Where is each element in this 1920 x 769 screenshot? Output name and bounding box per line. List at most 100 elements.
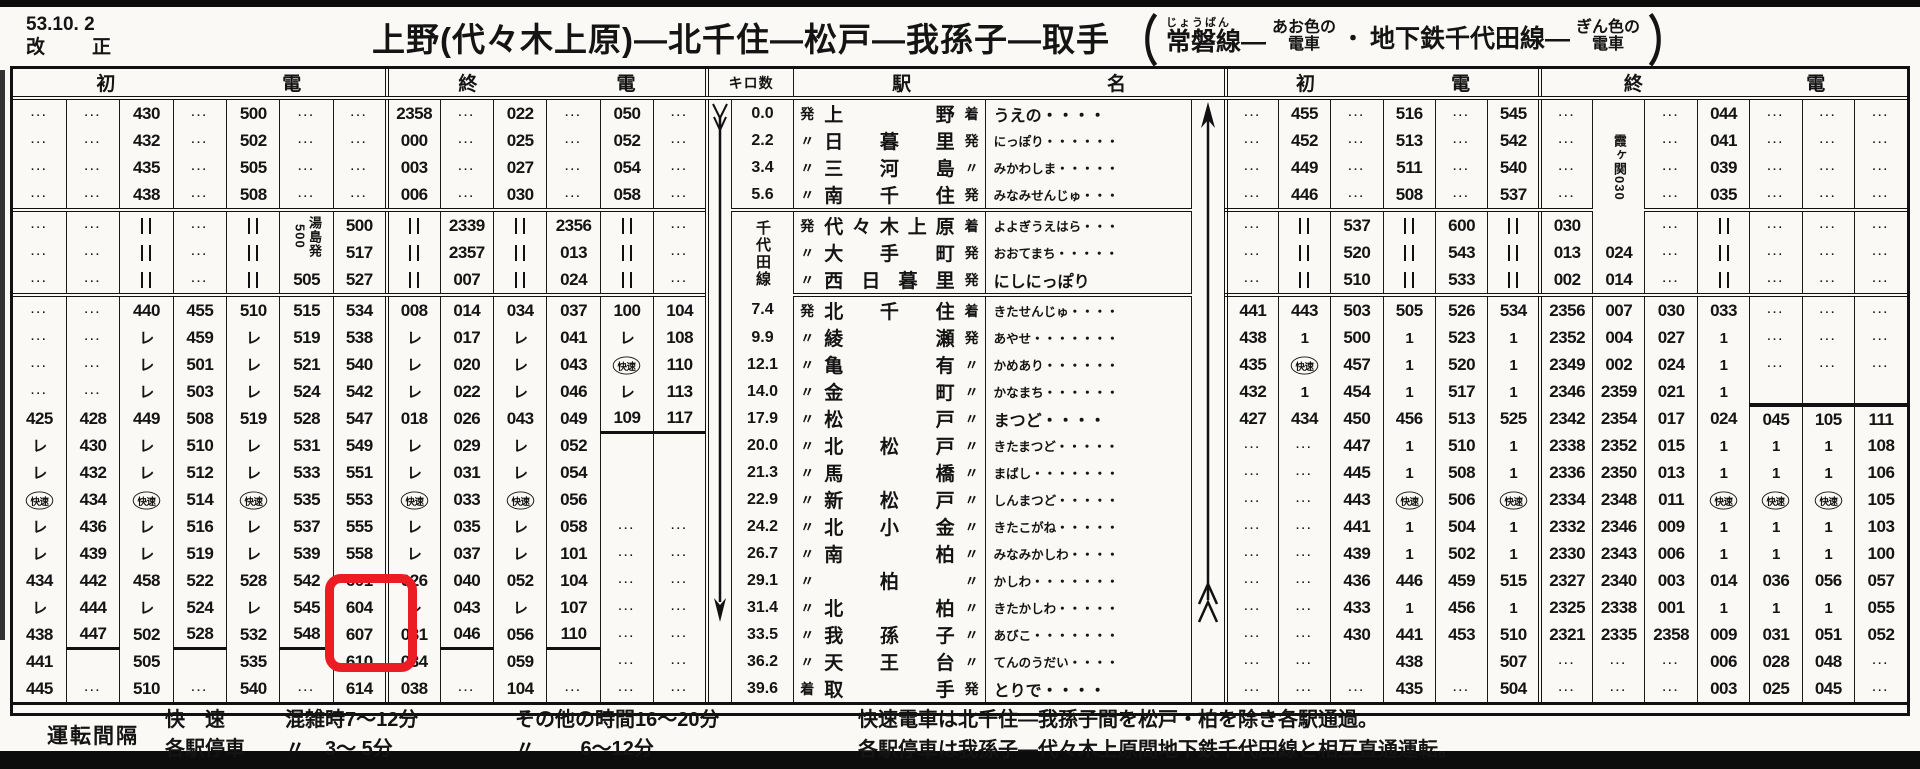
time-cell: ··· [172,266,227,297]
no-service-dots-icon: ··· [30,221,48,234]
time-cell: 555 [332,513,387,540]
time-cell: 011 [1644,486,1698,513]
time-cell [546,648,601,675]
time-cell: 442 [65,567,120,594]
time-cell [65,648,120,675]
time-cell: 1 [1382,540,1436,567]
time-cell: ··· [1223,181,1279,212]
no-service-dots-icon: ··· [618,603,636,616]
scan-top-bar [0,0,1920,7]
km-cell: 24.2 [730,513,794,540]
time-cell: 024 [1592,239,1645,266]
time-cell: 043 [439,594,494,621]
time-cell: ··· [13,324,66,351]
time-cell: ··· [1801,154,1855,181]
no-service-dots-icon: ··· [30,387,48,400]
time-cell: 439 [1330,540,1384,567]
time-cell: ··· [1644,127,1698,154]
other-line-bars-icon [1299,272,1310,289]
time-cell: 1 [1277,378,1331,405]
time-cell: ··· [1277,540,1331,567]
time-cell: ··· [279,98,334,127]
time-cell: ··· [172,98,227,127]
time-cell: 502 [1434,540,1488,567]
time-cell: ··· [1749,324,1803,351]
no-service-dots-icon: ··· [191,221,209,234]
time-cell: ··· [1801,239,1855,266]
time-cell: レ [226,513,280,540]
service-remarks: 快速電車は北千住—我孫子間を松戸・柏を除き各駅通過。 各駅停車は我孫子—代々木上… [858,705,1458,765]
time-cell: ··· [279,154,334,181]
time-cell: ··· [599,675,654,702]
time-cell: 快速 [1277,351,1331,378]
time-cell: ··· [1277,594,1331,621]
pass-mark: 1 [1509,356,1518,374]
time-cell: ··· [13,239,66,266]
no-service-dots-icon: ··· [1872,221,1890,234]
time-cell: 046 [439,621,494,650]
time-cell: 014 [1696,567,1750,594]
time-cell: 025 [493,127,547,154]
other-line-bars-icon [141,272,152,289]
pass-mark: 1 [1771,545,1780,563]
km-cell: 33.5 [730,621,794,648]
no-service-dots-icon: ··· [191,684,209,697]
time-cell: 425 [26,408,53,428]
no-service-dots-icon: ··· [1244,603,1262,616]
time-cell: ··· [1538,181,1593,212]
pass-mark: レ [32,438,47,455]
time-cell: 524 [172,594,227,621]
rapid-badge: 快速 [506,490,534,510]
no-service-dots-icon: ··· [30,275,48,288]
time-cell: ··· [653,181,708,212]
time-cell: ··· [13,127,66,154]
time-cell: ··· [546,127,601,154]
time-cell: ··· [1223,648,1279,675]
station-kana: おおてまち・・・・・ [984,239,1192,266]
no-service-dots-icon: ··· [565,684,583,697]
time-cell: 1 [1382,432,1436,459]
time-cell: 1 [1801,513,1855,540]
no-service-dots-icon: ··· [1558,163,1576,176]
revision-label: 改 正 [26,36,126,58]
pass-mark: 1 [1824,545,1833,563]
no-service-dots-icon: ··· [1295,468,1313,481]
time-cell: 013 [1538,239,1593,266]
time-cell: 041 [1696,127,1750,154]
header-left-first-trains: 初電 [13,69,387,100]
no-service-dots-icon: ··· [1244,549,1262,562]
time-cell: 052 [493,567,547,594]
time-cell: ··· [1801,98,1855,127]
header-kilometers: キロ数 [705,69,794,100]
remark-rapid: 快速電車は北千住—我孫子間を松戸・柏を除き各駅通過。 [858,709,1378,731]
time-cell: ··· [1330,181,1384,212]
time-cell: ··· [332,154,387,181]
time-cell: レ [384,432,441,459]
time-cell: ··· [1330,127,1384,154]
time-cell: ··· [1749,154,1803,181]
no-service-dots-icon: ··· [1872,190,1890,203]
time-cell: 435 [119,154,174,181]
time-cell: 441 [1382,621,1436,648]
time-cell: 035 [439,513,494,540]
time-cell: ··· [1277,459,1331,486]
time-cell: ··· [65,351,120,378]
time-cell: 510 [1434,432,1488,459]
station-kana: きたこがね・・・・・ [984,513,1192,540]
time-cell: ··· [653,210,708,239]
no-service-dots-icon: ··· [1453,163,1471,176]
time-cell: ··· [599,513,654,540]
no-service-dots-icon: ··· [1819,306,1837,319]
time-cell: 516 [1382,98,1436,127]
origin-label-cell: 湯島発500 [279,210,334,266]
no-service-dots-icon: ··· [618,684,636,697]
time-cell: 2354 [1592,405,1645,432]
time-cell: 057 [1853,567,1907,594]
no-service-dots-icon: ··· [671,684,689,697]
time-cell: 519 [172,540,227,567]
station-row: ··· ··· 432 ··· 502 ··· ··· 000 ··· 025 ··· 052 ··· 2… [13,127,1907,154]
time-cell: ··· [1853,295,1907,324]
time-cell: 2330 [1538,540,1593,567]
time-cell [1382,210,1436,239]
time-cell: ··· [65,266,120,297]
